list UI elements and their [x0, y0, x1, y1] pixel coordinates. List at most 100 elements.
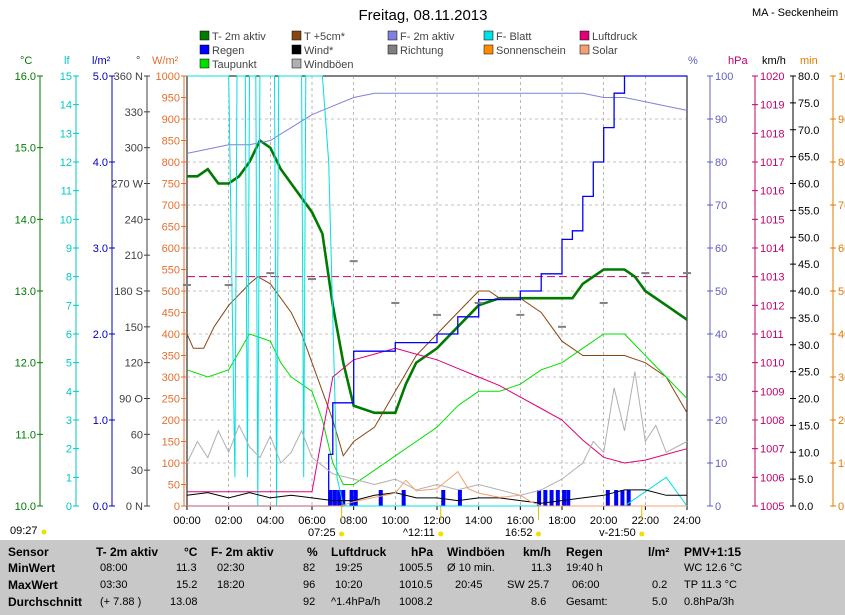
legend-label: T- 2m aktiv	[212, 31, 266, 43]
lf-tick-label: 0	[66, 501, 72, 513]
rain-bar	[605, 490, 610, 506]
solar-tick-label: 950	[162, 93, 180, 105]
pres-axis-unit: hPa	[728, 55, 748, 67]
wind-tick-label: 60.0	[798, 179, 819, 191]
summary-table: Sensor MinWert MaxWert Durchschnitt T- 2…	[0, 540, 845, 615]
rain-bar	[614, 490, 619, 506]
lf-tick-label: 5	[66, 358, 72, 370]
min-tick-label: 80	[838, 157, 845, 169]
r-header: Regen	[566, 545, 603, 559]
rain-bar	[341, 490, 346, 506]
humidity-column: F- 2m aktiv % 02:30 82 18:20 96 92	[211, 540, 321, 615]
rain-bar	[537, 490, 542, 506]
time-tick-label: 00:00	[173, 515, 201, 527]
t-max-time: 03:30	[100, 579, 128, 591]
pres-tick-label: 1005	[760, 501, 784, 513]
hum-tick-label: 30	[715, 372, 727, 384]
rain-bar	[549, 490, 554, 506]
hum-tick-label: 0	[715, 501, 721, 513]
rain-bar	[349, 490, 354, 506]
sensor-column: Sensor MinWert MaxWert Durchschnitt	[8, 540, 88, 615]
min-tick-label: 10	[838, 458, 845, 470]
min-tick-label: 40	[838, 329, 845, 341]
lf-tick-label: 3	[66, 415, 72, 427]
dir-tick-label: 270 W	[111, 179, 143, 191]
lf-tick-label: 9	[66, 243, 72, 255]
richtung-mark	[349, 260, 358, 263]
wind-tick-label: 40.0	[798, 286, 819, 298]
richtung-mark	[433, 313, 441, 316]
f-max-time: 18:20	[217, 579, 245, 591]
lf-tick-label: 13	[60, 128, 72, 140]
rain-bar	[328, 490, 333, 506]
rain-tick-label: 0.0	[93, 501, 108, 513]
p-avg-val: 1008.2	[399, 596, 433, 608]
solar-axis-unit: W/m²	[152, 55, 179, 67]
wind-tick-label: 50.0	[798, 232, 819, 244]
hum-tick-label: 50	[715, 286, 727, 298]
rain-bar	[441, 490, 446, 506]
hum-tick-label: 10	[715, 458, 727, 470]
solar-tick-label: 50	[168, 480, 180, 492]
legend-label: Solar	[592, 45, 618, 57]
legend-label: F- Blatt	[496, 31, 531, 43]
temp-axis-unit: °C	[20, 55, 32, 67]
rain-bar	[566, 490, 571, 506]
richtung-mark	[224, 284, 233, 287]
dir-tick-label: 360 N	[114, 71, 143, 83]
r-unit: l/m²	[648, 545, 670, 559]
maxwert-label: MaxWert	[8, 578, 58, 592]
wind-tick-label: 0.0	[798, 501, 813, 513]
hum-tick-label: 70	[715, 200, 727, 212]
temp-tick-label: 12.0	[15, 358, 36, 370]
w-max-time: 20:45	[455, 579, 483, 591]
wind-tick-label: 25.0	[798, 367, 819, 379]
f-max-val: 96	[303, 579, 316, 591]
legend-label: Regen	[212, 45, 244, 57]
pressure-column: Luftdruck hPa 19:25 1005.5 10:20 1010.5 …	[331, 540, 439, 615]
pres-tick-label: 1015	[760, 214, 784, 226]
lf-tick-label: 11	[61, 186, 72, 198]
rain-bar	[457, 490, 462, 506]
sun-mark-label: ^12:11	[403, 527, 435, 539]
dir-tick-label: 30	[131, 465, 143, 477]
pmv-wc: WC 12.6 °C	[684, 562, 743, 574]
minwert-label: MinWert	[8, 561, 56, 575]
series-t-5cm	[186, 276, 688, 457]
pres-tick-label: 1016	[760, 186, 784, 198]
weather-chart: Freitag, 08.11.2013 MA - Seckenheim T- 2m …	[10, 7, 845, 539]
t-min-time: 08:00	[100, 562, 128, 574]
r-max-val: 0.2	[652, 579, 668, 591]
wind-tick-label: 20.0	[798, 394, 819, 406]
wind-tick-label: 10.0	[798, 447, 819, 459]
time-tick-label: 08:00	[340, 515, 368, 527]
rain-bar	[626, 490, 631, 506]
solar-tick-label: 150	[162, 437, 180, 449]
rain-bar	[555, 490, 560, 506]
legend-swatch	[291, 30, 302, 41]
richtung-mark	[683, 272, 691, 275]
time-tick-label: 20:00	[590, 515, 618, 527]
rain-axis-unit: l/m²	[92, 55, 111, 67]
dir-tick-label: 330	[125, 107, 143, 119]
rain-bar	[337, 490, 342, 506]
rain-tick-label: 3.0	[93, 243, 108, 255]
legend-label: Wind*	[304, 45, 334, 57]
rain-bar	[620, 490, 625, 506]
solar-tick-label: 0	[174, 501, 180, 513]
wind-tick-label: 65.0	[798, 152, 819, 164]
lf-tick-label: 2	[66, 444, 72, 456]
pres-tick-label: 1012	[760, 300, 784, 312]
wind-tick-label: 75.0	[798, 98, 819, 110]
series-solar	[187, 470, 687, 507]
solar-tick-label: 650	[162, 222, 180, 234]
rain-bar	[562, 490, 567, 506]
pmv-column: PMV+1:15 WC 12.6 °C TP 11.3 °C 0.8hPa/3h	[684, 540, 794, 615]
solar-tick-label: 350	[162, 351, 180, 363]
p-max-time: 10:20	[335, 579, 363, 591]
pres-tick-label: 1017	[760, 157, 784, 169]
richtung-mark	[308, 278, 316, 281]
lf-tick-label: 4	[66, 386, 72, 398]
sun-mark-dot	[438, 531, 444, 537]
p-max-val: 1010.5	[399, 579, 433, 591]
